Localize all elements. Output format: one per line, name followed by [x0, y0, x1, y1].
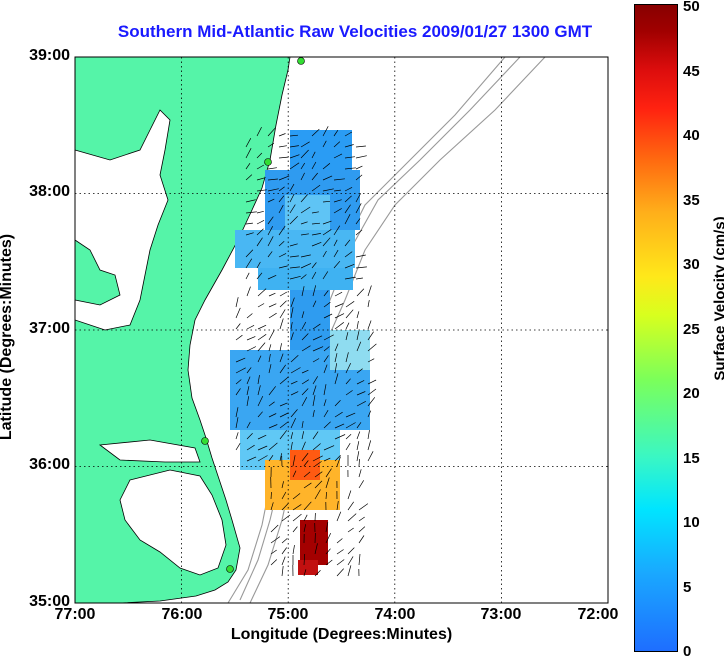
colorbar-tick: 15	[683, 450, 719, 467]
station-marker	[298, 58, 305, 65]
velocity-arrow	[359, 459, 360, 466]
y-tick-label: 39:00	[18, 47, 70, 65]
colorbar-tick: 0	[683, 643, 719, 660]
station-marker	[265, 159, 272, 166]
x-tick-label: 75:00	[258, 606, 318, 624]
y-tick-label: 36:00	[18, 456, 70, 474]
colorbar-label: Surface Velocity (cm/s)	[712, 179, 724, 419]
colorbar-tick: 5	[683, 579, 719, 596]
x-tick-label: 72:00	[568, 606, 628, 624]
y-axis-label: Latitude (Degrees:Minutes)	[0, 202, 16, 472]
x-tick-label: 73:00	[471, 606, 531, 624]
y-tick-label: 37:00	[18, 320, 70, 338]
velocity-arrow	[271, 492, 272, 499]
station-marker	[227, 566, 234, 573]
colorbar-tick: 40	[683, 127, 719, 144]
colorbar-tick: 50	[683, 0, 719, 15]
x-tick-label: 76:00	[152, 606, 212, 624]
x-tick-label: 77:00	[45, 606, 105, 624]
colorbar	[634, 4, 678, 652]
x-axis-label: Longitude (Degrees:Minutes)	[75, 626, 608, 644]
y-tick-label: 38:00	[18, 183, 70, 201]
colorbar-tick: 10	[683, 514, 719, 531]
station-marker	[202, 438, 209, 445]
colorbar-tick: 45	[683, 63, 719, 80]
x-tick-label: 74:00	[365, 606, 425, 624]
